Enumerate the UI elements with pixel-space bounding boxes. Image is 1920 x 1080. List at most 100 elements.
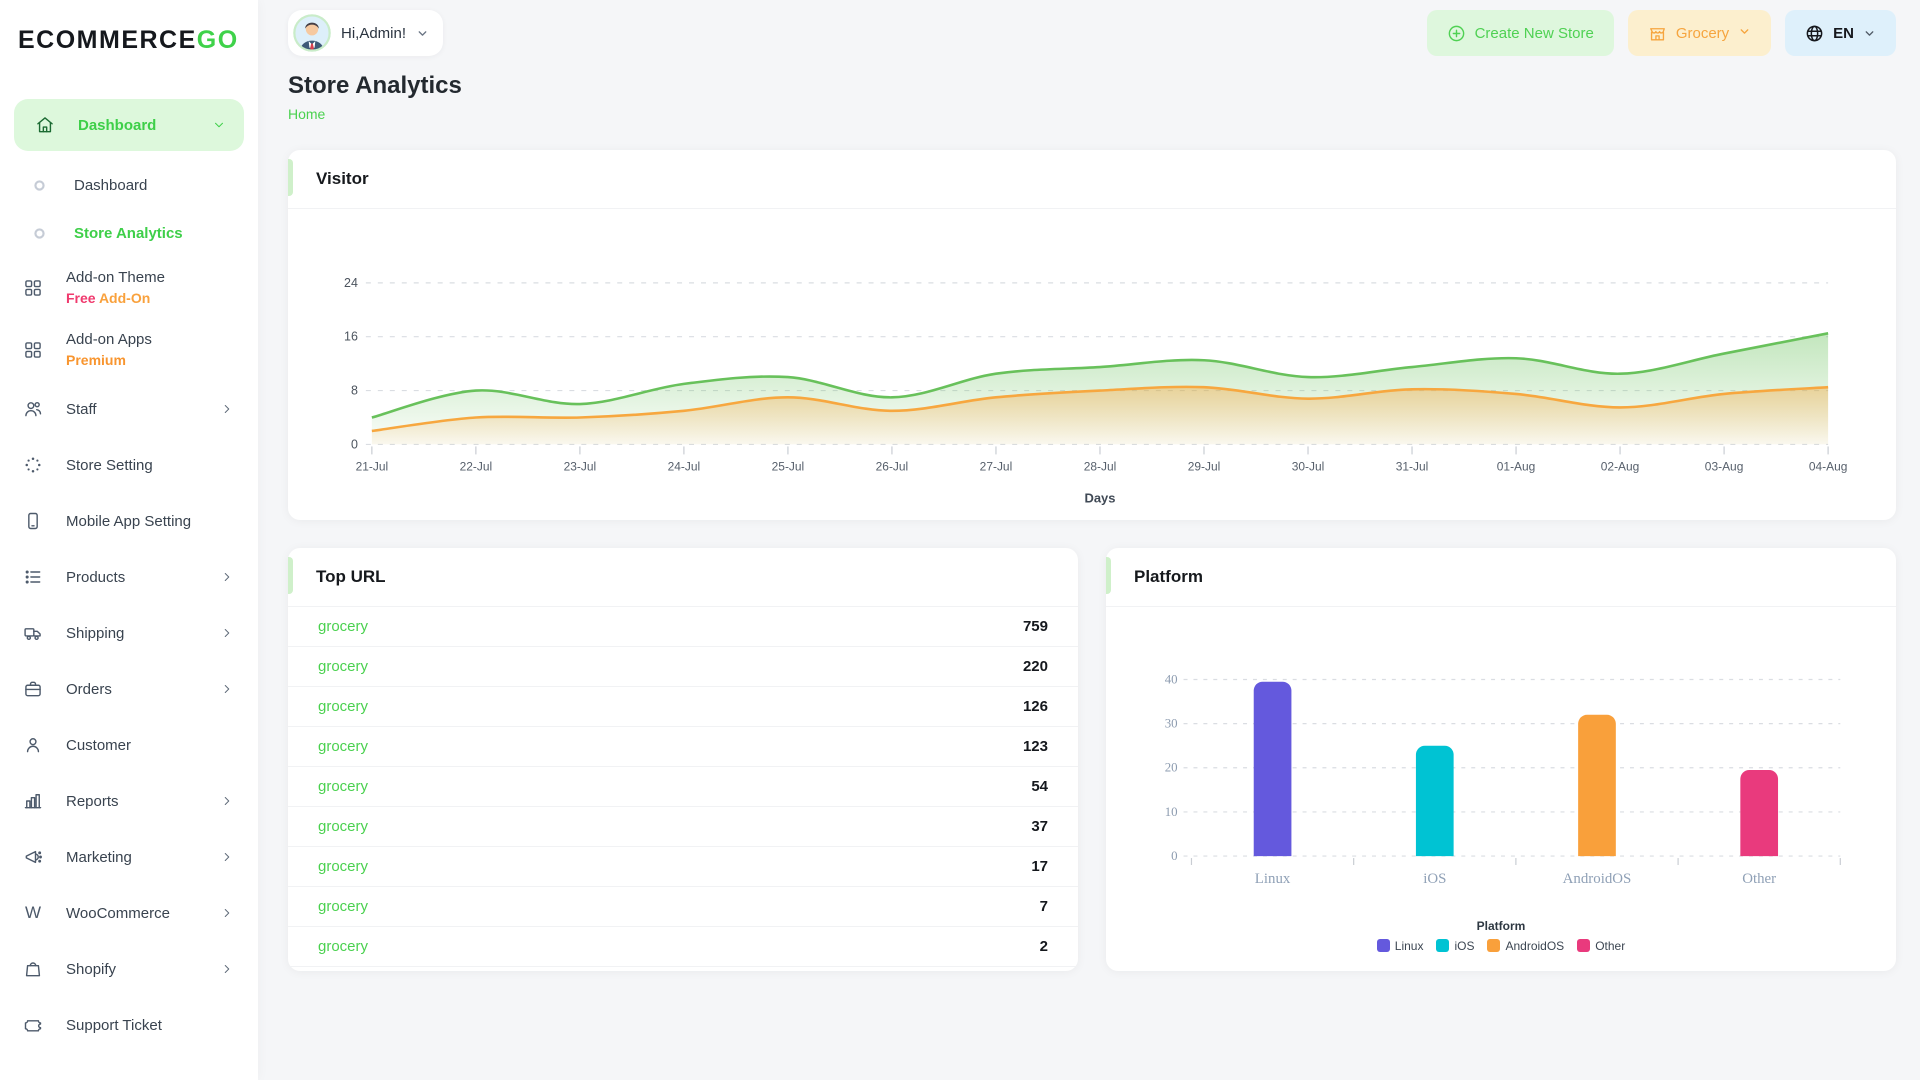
top-url-link[interactable]: grocery	[318, 778, 369, 796]
sidebar-item-label: Orders	[66, 680, 112, 698]
sidebar-item-addon-apps[interactable]: Add-on Apps Premium	[0, 319, 258, 381]
platform-chart: 0 10 20 30 40 Linux iOS AndroidOS Other	[1106, 607, 1896, 917]
sidebar-item-customer[interactable]: Customer	[0, 717, 258, 773]
top-url-count: 123	[1022, 738, 1048, 756]
legend-item-androidos[interactable]: AndroidOS	[1487, 939, 1564, 953]
platform-bar-linux[interactable]	[1253, 681, 1292, 857]
top-url-count: 759	[1022, 618, 1048, 636]
platform-bar-ios[interactable]	[1415, 745, 1454, 857]
sidebar-item-label: WooCommerce	[66, 904, 170, 922]
top-url-count: 37	[1031, 818, 1048, 836]
visitor-x-tick-label: 27-Jul	[980, 459, 1013, 473]
app-logo[interactable]: ECOMMERCEGO	[0, 26, 258, 55]
letter-w-icon: W	[24, 903, 42, 922]
sidebar-item-label: Dashboard	[74, 176, 148, 194]
sidebar-item-store-analytics[interactable]: Store Analytics	[0, 209, 258, 257]
legend-label: AndroidOS	[1505, 938, 1565, 953]
sidebar-item-dashboard-group[interactable]: Dashboard	[14, 99, 244, 151]
chevron-down-icon	[1863, 27, 1876, 40]
sidebar-item-label: Mobile App Setting	[66, 512, 192, 530]
sidebar-item-dashboard[interactable]: Dashboard	[0, 161, 258, 209]
sidebar-item-mobile-app-setting[interactable]: Mobile App Setting	[0, 493, 258, 549]
sidebar-item-shopify[interactable]: Shopify	[0, 941, 258, 997]
profile-menu-button[interactable]: Hi,Admin!	[288, 10, 444, 56]
legend-item-linux[interactable]: Linux	[1376, 938, 1424, 953]
sidebar-item-reports[interactable]: Reports	[0, 773, 258, 829]
plus-circle-icon	[1447, 24, 1466, 43]
top-url-link[interactable]: grocery	[318, 658, 369, 676]
top-url-row: grocery 54	[288, 767, 1078, 808]
sidebar-badge-part: Add-On	[95, 289, 151, 306]
sidebar-item-label: Shipping	[66, 624, 125, 642]
platform-y-tick-label: 40	[1165, 673, 1178, 687]
language-label: EN	[1833, 24, 1854, 42]
chevron-right-icon	[220, 850, 234, 864]
sidebar-item-products[interactable]: Products	[0, 549, 258, 605]
create-new-store-label: Create New Store	[1474, 24, 1594, 42]
legend-label: Linux	[1394, 938, 1424, 953]
sidebar-item-orders[interactable]: Orders	[0, 661, 258, 717]
sidebar-item-badge: Premium	[66, 352, 152, 370]
visitor-area-series-orange[interactable]	[371, 386, 1829, 445]
visitor-y-tick-label: 24	[344, 276, 358, 290]
top-url-link[interactable]: grocery	[318, 858, 369, 876]
sidebar-item-shipping[interactable]: Shipping	[0, 605, 258, 661]
sidebar-item-support-ticket[interactable]: Support Ticket	[0, 997, 258, 1053]
globe-icon	[1805, 24, 1824, 43]
sidebar-item-woocommerce[interactable]: W WooCommerce	[0, 885, 258, 941]
megaphone-icon	[22, 846, 44, 868]
top-url-link[interactable]: grocery	[318, 738, 369, 756]
platform-bar-androidos[interactable]	[1578, 715, 1616, 857]
sidebar-item-marketing[interactable]: Marketing	[0, 829, 258, 885]
platform-bar-other[interactable]	[1740, 770, 1779, 857]
create-new-store-button[interactable]: Create New Store	[1426, 10, 1614, 56]
top-url-link[interactable]: grocery	[318, 818, 369, 836]
platform-card-title: Platform	[1134, 567, 1203, 587]
sidebar-item-label: Store Analytics	[74, 224, 183, 242]
grid-icon	[22, 339, 44, 361]
legend-item-ios[interactable]: iOS	[1436, 939, 1474, 953]
sidebar-item-staff[interactable]: Staff	[0, 381, 258, 437]
visitor-x-tick-label: 25-Jul	[772, 459, 805, 473]
chevron-right-icon	[220, 402, 234, 416]
language-selector-button[interactable]: EN	[1785, 10, 1896, 56]
sidebar-badge-part: Free	[66, 289, 96, 306]
platform-y-tick-label: 30	[1165, 717, 1178, 731]
top-url-link[interactable]: grocery	[318, 938, 369, 956]
visitor-y-tick-label: 0	[351, 437, 358, 451]
platform-card-header: Platform	[1106, 548, 1896, 608]
legend-label: iOS	[1454, 938, 1475, 953]
chevron-right-icon	[220, 626, 234, 640]
sidebar-item-store-setting[interactable]: Store Setting	[0, 437, 258, 493]
main-content: Hi,Admin! Create New Store Grocery	[258, 0, 1920, 1080]
page-head: Store Analytics Home	[288, 72, 1896, 124]
legend-swatch	[1376, 939, 1390, 953]
visitor-line-series-green[interactable]	[371, 332, 1829, 419]
sidebar-item-label: Add-on Apps	[66, 330, 152, 348]
top-url-link[interactable]: grocery	[318, 698, 369, 716]
top-url-row: grocery 123	[288, 727, 1078, 768]
breadcrumb-home[interactable]: Home	[288, 106, 326, 122]
chevron-down-icon	[212, 118, 226, 132]
top-url-link[interactable]: grocery	[318, 618, 369, 636]
top-url-row: grocery 759	[288, 607, 1078, 648]
sidebar-item-label: Customer	[66, 736, 132, 754]
truck-icon	[22, 622, 44, 644]
sidebar-badge-part: Premium	[66, 351, 126, 368]
platform-legend-title: Platform	[1476, 918, 1526, 933]
visitor-line-series-orange[interactable]	[371, 385, 1829, 433]
visitor-x-tick-label: 21-Jul	[356, 459, 389, 473]
sidebar-item-label: Products	[66, 568, 126, 586]
store-selector-button[interactable]: Grocery	[1627, 10, 1772, 56]
sidebar-item-addon-theme[interactable]: Add-on Theme Free Add-On	[0, 257, 258, 319]
platform-legend: Platform Linux iOS AndroidOS Other	[1106, 919, 1896, 971]
top-url-count: 17	[1031, 858, 1048, 876]
legend-item-other[interactable]: Other	[1577, 939, 1625, 953]
sidebar-item-label: Support Ticket	[66, 1016, 162, 1034]
visitor-y-tick-label: 16	[344, 330, 358, 344]
top-url-link[interactable]: grocery	[318, 898, 369, 916]
sidebar-item-label: Dashboard	[78, 116, 157, 134]
ring-icon	[28, 174, 50, 196]
visitor-chart: 0 8 16 24 21-Jul 22-Jul 23-Jul 24-Jul 25-Jul 26-J…	[288, 209, 1896, 520]
sidebar-item-label: Marketing	[66, 848, 132, 866]
